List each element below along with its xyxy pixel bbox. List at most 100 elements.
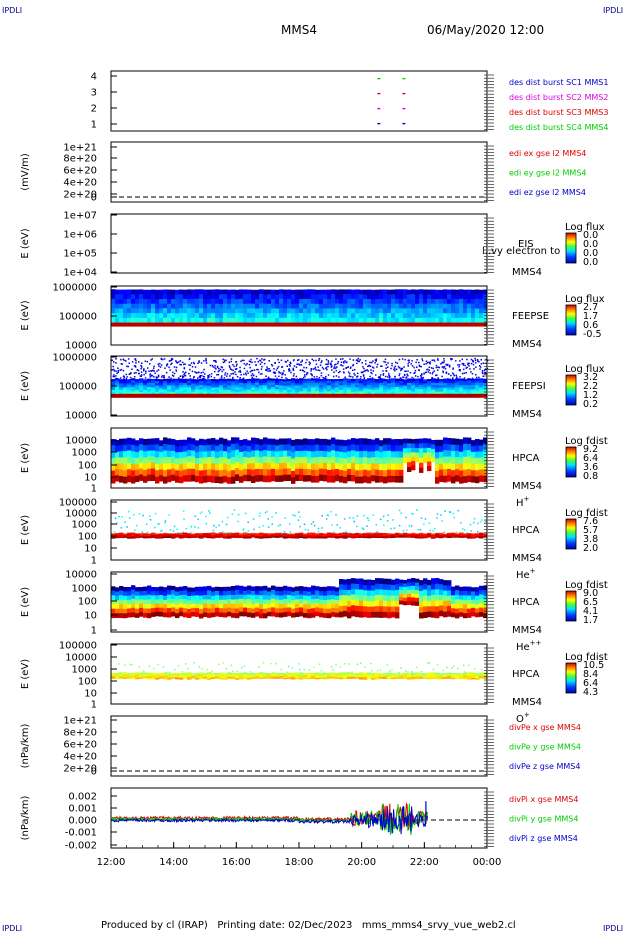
colorbar-tick-label: 10.5 <box>583 660 604 671</box>
y-tick-label: 4 <box>91 72 97 83</box>
spacecraft-title: MMS4 <box>281 23 317 37</box>
y-tick-label: 1e+07 <box>63 211 97 222</box>
y-axis-label: E (eV) <box>20 228 31 258</box>
instrument-label: HPCA <box>512 525 540 536</box>
colorbar-tick-label: 1.7 <box>583 615 598 626</box>
instrument-label: EIS <box>518 239 534 250</box>
spectrogram-hpca-he <box>111 509 489 539</box>
spacecraft-label: MMS4 <box>512 339 542 350</box>
legend-entry: divPe x gse MMS4 <box>509 723 581 732</box>
colorbar <box>565 662 577 694</box>
y-tick-label: 0.000 <box>68 816 97 827</box>
y-tick-label: 2e+20 <box>63 764 97 775</box>
panel-frame <box>110 141 488 203</box>
colorbar-title: Log fdist <box>565 652 608 663</box>
y-tick-label: 8e+20 <box>63 728 97 739</box>
colorbar-tick-label: 8.4 <box>583 669 598 680</box>
legend-entry: edi ez gse l2 MMS4 <box>509 188 586 197</box>
x-tick-label: 14:00 <box>159 857 188 868</box>
y-tick-label: 1e+04 <box>63 268 97 279</box>
spacecraft-label: MMS4 <box>512 267 542 278</box>
colorbar <box>565 304 577 336</box>
y-tick-label: 10000 <box>65 436 97 447</box>
corner-tag-bottom-right: IPDLI <box>603 924 624 933</box>
y-tick-label: 0.001 <box>68 804 97 815</box>
x-axis: 12:00 14:00 16:00 18:00 20:00 22:00 00:00 <box>97 842 502 868</box>
y-tick-label: 1 <box>91 700 97 711</box>
y-tick-label: -0.001 <box>65 828 97 839</box>
x-tick-label: 00:00 <box>473 857 502 868</box>
colorbar-tick-label: 6.4 <box>583 678 598 689</box>
corner-tag-top-left: IPDLI <box>2 6 23 15</box>
y-tick-label: 1e+21 <box>63 716 97 727</box>
legend-entry: des dist burst SC2 MMS2 <box>509 93 608 102</box>
colorbar <box>565 374 577 406</box>
y-tick-label: 10 <box>84 689 97 700</box>
y-tick-label: 1 <box>91 484 97 495</box>
legend-entry: divPe z gse MMS4 <box>509 762 580 771</box>
x-tick-label: 22:00 <box>410 857 439 868</box>
burst-mark <box>402 122 406 125</box>
panel-hpca-he2: 10000 1000 100 10 1 E (eV) HPCA MMS4 He++ Log fdi… <box>20 570 608 654</box>
panel-frame <box>110 643 488 705</box>
y-tick-label: 2 <box>91 104 97 115</box>
y-tick-label: 10000 <box>65 653 97 664</box>
y-axis-label: (mV/m) <box>20 153 31 191</box>
y-tick-label: 0.002 <box>68 792 97 803</box>
legend-entry: edi ex gse l2 MMS4 <box>509 149 586 158</box>
y-tick-label: 1e+06 <box>63 230 97 241</box>
y-tick-label: 1 <box>91 556 97 567</box>
panel-burst-availability: 4 3 2 1 des dist burst SC1 MMS1 des dist burs… <box>91 70 608 132</box>
y-tick-label: 1 <box>91 626 97 637</box>
datetime-title: 06/May/2020 12:00 <box>427 23 545 37</box>
y-axis-label: E (eV) <box>20 371 31 401</box>
y-tick-label: 1000000 <box>52 353 97 364</box>
y-tick-label: 100000 <box>59 312 97 323</box>
colorbar-tick-label: 2.0 <box>583 543 598 554</box>
y-tick-label: 6e+20 <box>63 166 97 177</box>
y-axis-label: E (eV) <box>20 443 31 473</box>
colorbar-title: Log fdist <box>565 508 608 519</box>
colorbar <box>565 518 577 550</box>
legend-entry: des dist burst SC3 MMS3 <box>509 108 608 117</box>
colorbar <box>565 232 577 264</box>
legend-entry: des dist burst SC1 MMS1 <box>509 78 608 87</box>
spacecraft-label: MMS4 <box>512 553 542 564</box>
y-tick-label: 4e+20 <box>63 178 97 189</box>
colorbar-tick-label: 0.0 <box>583 239 598 250</box>
instrument-label: HPCA <box>512 669 540 680</box>
y-axis-label: E (eV) <box>20 515 31 545</box>
y-tick-label: 10 <box>84 611 97 622</box>
x-tick-label: 20:00 <box>347 857 376 868</box>
y-tick-label: 0 <box>91 193 97 204</box>
colorbar <box>565 446 577 478</box>
colorbar-title: Log fdist <box>565 436 608 447</box>
y-tick-label: 0 <box>91 767 97 778</box>
colorbar-tick-label: 4.3 <box>583 687 598 698</box>
colorbar-tick-label: 3.6 <box>583 462 598 473</box>
species-label: H+ <box>516 495 530 509</box>
species-label: He+ <box>516 567 536 581</box>
y-tick-label: 1000 <box>72 584 97 595</box>
series-line <box>110 805 428 835</box>
panel-frame <box>110 427 488 489</box>
panel-frame <box>110 213 488 274</box>
burst-mark <box>377 122 381 125</box>
y-tick-label: 10000 <box>65 570 97 581</box>
panel-eis: 1e+07 1e+06 1e+05 1e+04 E (eV) EIS MMS4 Log flu… <box>20 211 605 279</box>
colorbar-tick-label: 9.0 <box>583 588 598 599</box>
legend-entry: divPi y gse MMS4 <box>509 815 578 824</box>
panel-frame <box>110 70 488 132</box>
y-tick-label: 1000 <box>72 448 97 459</box>
panel-frame <box>110 571 488 633</box>
y-tick-label: 3 <box>91 88 97 99</box>
y-tick-label: 6e+20 <box>63 740 97 751</box>
panel-feeps-electrons: 1000000 100000 10000 E (eV) FEEPSE MMS4 Log fl… <box>20 283 605 352</box>
colorbar-tick-label: 1.2 <box>583 390 598 401</box>
instrument-label: FEEPSE <box>512 311 549 322</box>
corner-tag-top-right: IPDLI <box>603 6 624 15</box>
burst-mark <box>377 92 381 95</box>
